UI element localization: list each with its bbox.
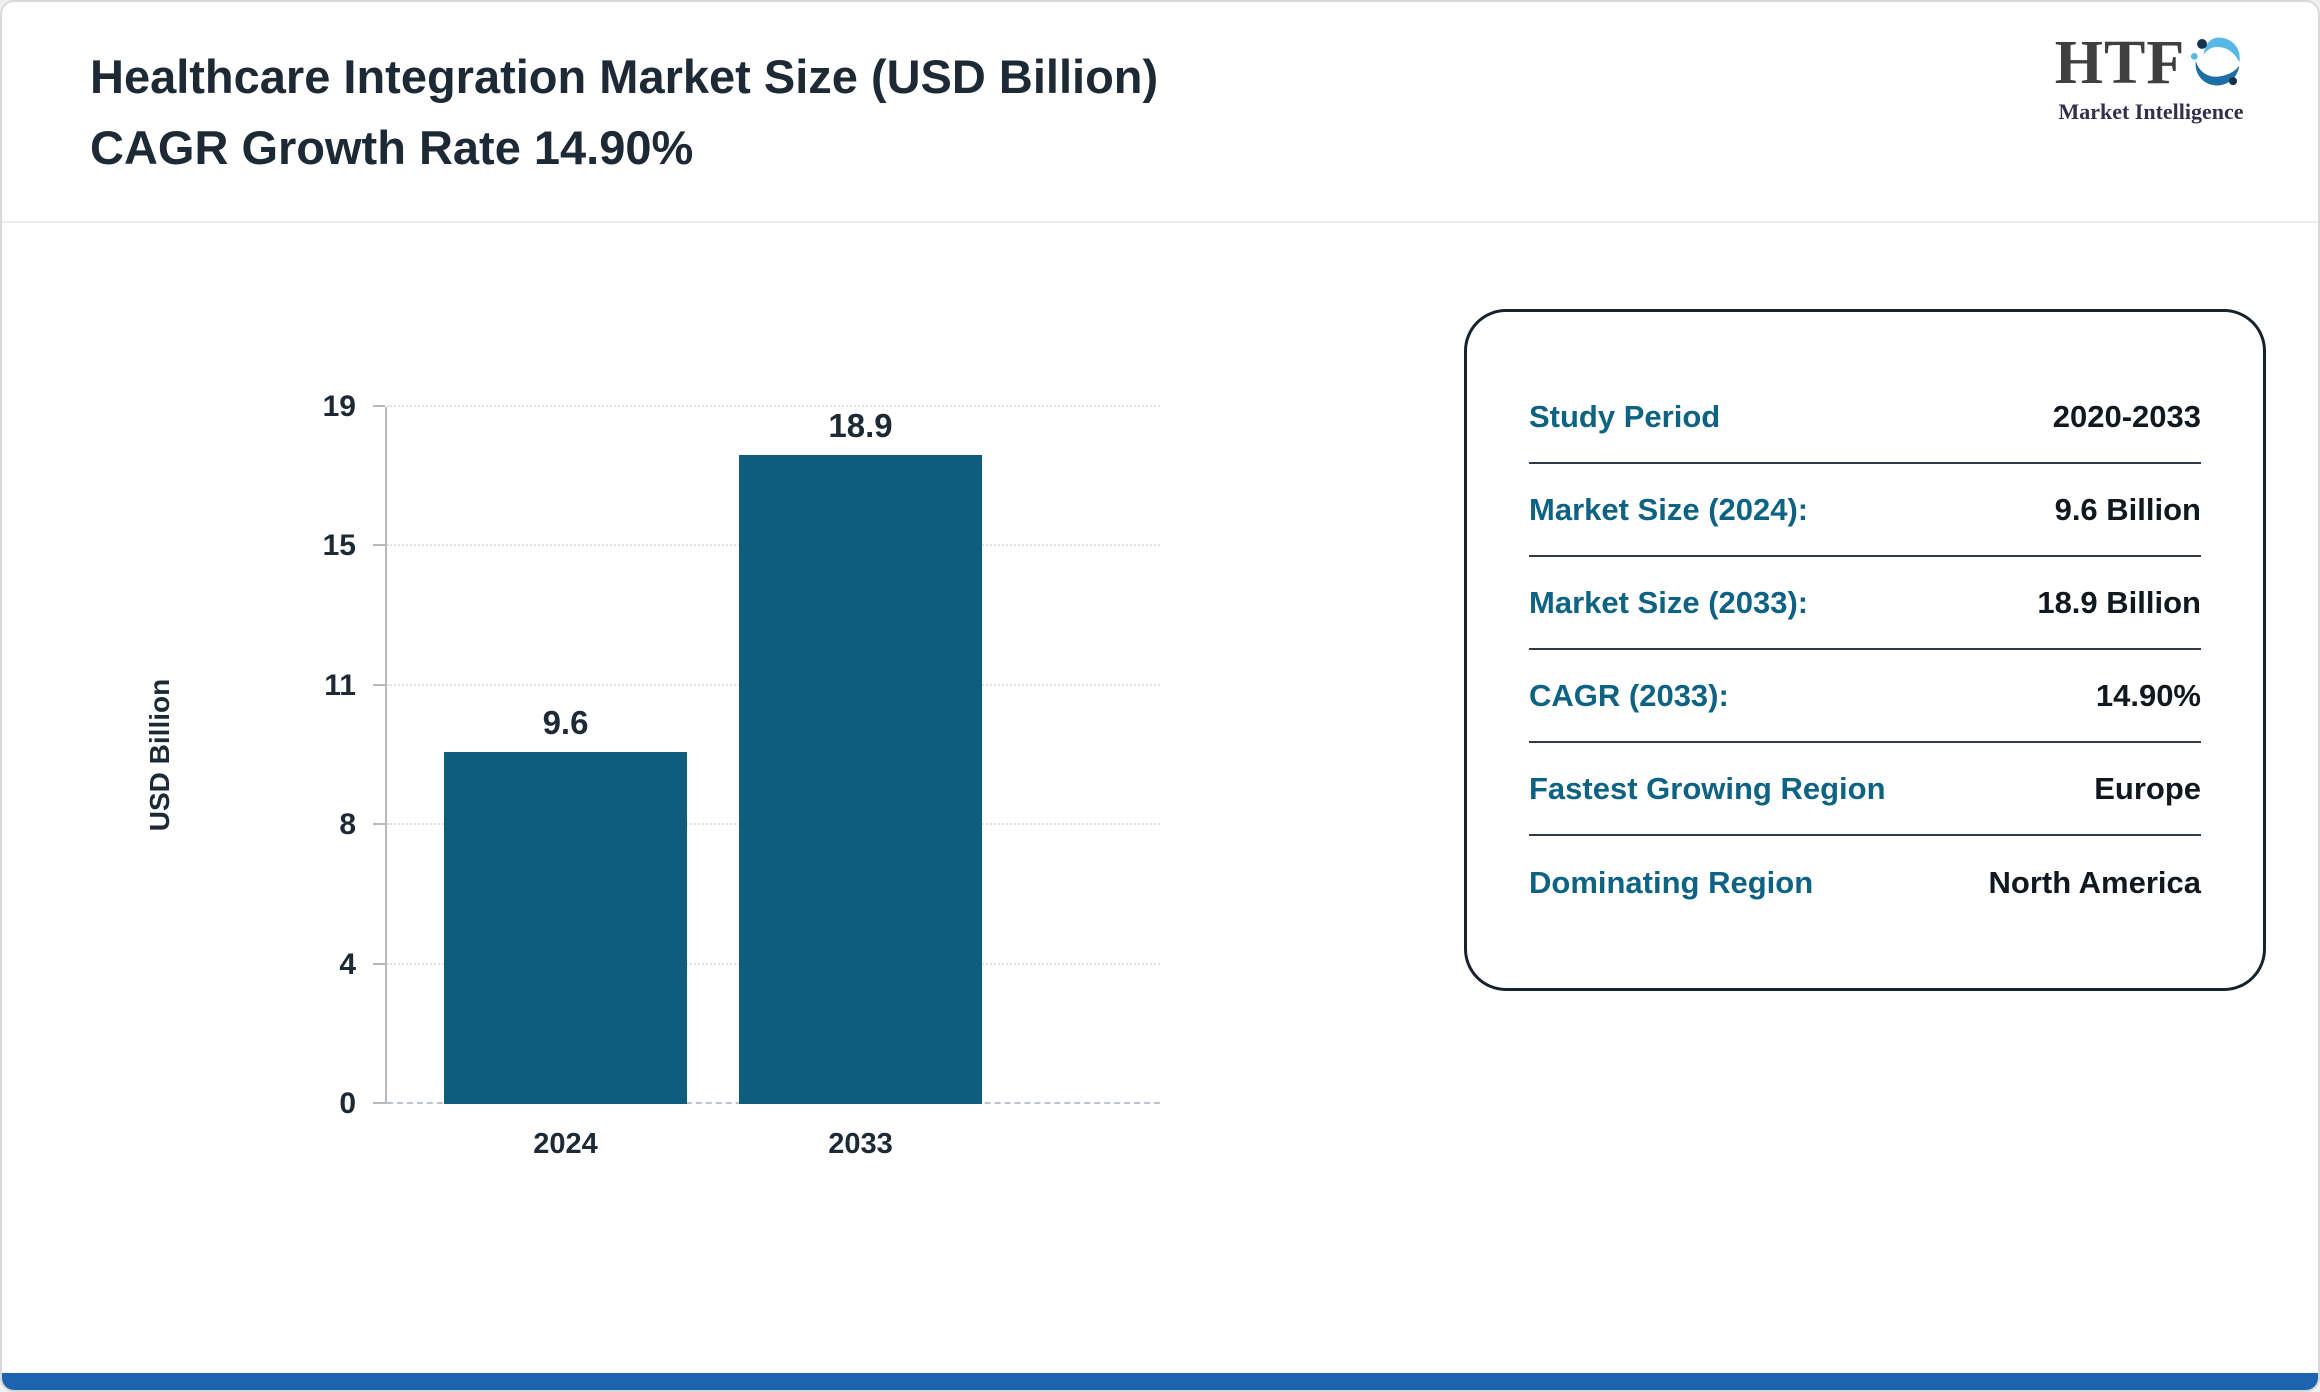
y-axis-title: USD Billion [144, 678, 175, 832]
info-card-rows: Study Period 2020-2033 Market Size (2024):… [1529, 371, 2201, 929]
y-tick-mark [373, 683, 385, 686]
info-row-value: 9.6 Billion [2054, 491, 2201, 527]
htf-logo-text: HTF [2054, 29, 2186, 97]
y-tick-label: 0 [339, 1087, 356, 1120]
y-tick-mark [373, 1102, 385, 1104]
gridline [387, 405, 1160, 407]
info-row: Market Size (2033): 18.9 Billion [1529, 557, 2201, 650]
info-card: Study Period 2020-2033 Market Size (2024):… [1464, 309, 2266, 991]
bar-2033 [739, 455, 982, 1104]
info-row-label: Market Size (2024): [1529, 491, 1809, 527]
y-tick-label: 15 [322, 529, 356, 563]
info-row-value: 18.9 Billion [2037, 584, 2201, 620]
x-axis-label: 2033 [828, 1128, 893, 1160]
bar-chart-plot: 9.6 2024 18.9 2033 [373, 405, 1160, 1160]
htf-logo: HTF Market Intelligence [2036, 28, 2266, 125]
y-tick-mark [373, 405, 385, 407]
info-row: Market Size (2024): 9.6 Billion [1529, 464, 2201, 557]
y-tick-label: 19 [322, 390, 356, 423]
bar-value-label: 9.6 [542, 703, 589, 741]
bar-slot-2024: 9.6 2024 [444, 407, 687, 1160]
page-title-line1: Healthcare Integration Market Size (USD … [90, 50, 1159, 103]
page-title: Healthcare Integration Market Size (USD … [90, 42, 1158, 183]
info-row-value: Europe [2094, 770, 2201, 806]
y-tick-label: 11 [324, 668, 356, 702]
htf-logo-top: HTF [2055, 28, 2247, 99]
bottom-accent-bar [2, 1373, 2318, 1390]
info-row-label: CAGR (2033): [1529, 677, 1729, 713]
y-tick-labels: 0 4 8 11 15 19 [270, 392, 370, 1119]
info-row-label: Fastest Growing Region [1529, 770, 1886, 806]
y-tick-mark [373, 544, 385, 547]
info-row: Study Period 2020-2033 [1529, 371, 2201, 464]
bar-value-label: 18.9 [828, 407, 893, 444]
info-row-label: Study Period [1529, 398, 1721, 434]
info-row-label: Market Size (2033): [1529, 584, 1809, 620]
y-tick-mark [373, 962, 385, 965]
info-row: CAGR (2033): 14.90% [1529, 650, 2201, 743]
y-tick-mark [373, 823, 385, 826]
page-title-line2: CAGR Growth Rate 14.90% [90, 120, 694, 174]
htf-swirl-icon [2185, 30, 2247, 97]
htf-logo-subtext: Market Intelligence [2058, 99, 2244, 124]
info-row-value: 2020-2033 [2052, 398, 2201, 434]
info-row: Fastest Growing Region Europe [1529, 743, 2201, 836]
bar-2024 [444, 751, 687, 1104]
info-row-value: 14.90% [2095, 677, 2201, 713]
info-row-value: North America [1988, 864, 2201, 900]
y-tick-label: 8 [339, 808, 356, 842]
bars: 9.6 2024 18.9 2033 [387, 407, 1160, 1160]
x-axis-label: 2024 [533, 1128, 598, 1160]
info-row: Dominating Region North America [1529, 836, 2201, 929]
info-row-label: Dominating Region [1529, 864, 1814, 900]
header-divider [2, 221, 2318, 223]
y-tick-label: 4 [339, 947, 356, 981]
bar-slot-2033: 18.9 2033 [739, 407, 982, 1160]
